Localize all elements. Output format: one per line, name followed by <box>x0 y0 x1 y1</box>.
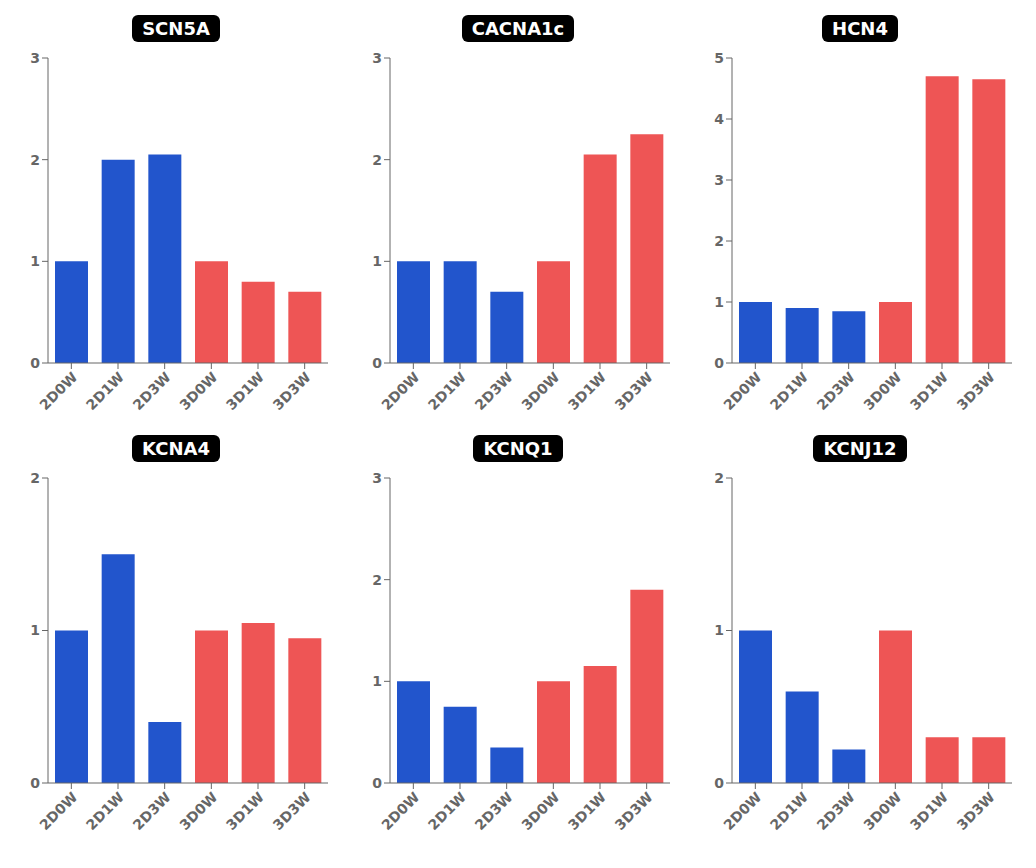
html-text:KCNJ12: KCNJ12 <box>823 437 897 459</box>
svg-text:2D3W: 2D3W <box>814 369 858 413</box>
svg-text:3D0W: 3D0W <box>176 789 220 833</box>
html-text:KCNQ1: KCNQ1 <box>483 437 553 459</box>
svg-text:3D1W: 3D1W <box>223 369 267 413</box>
svg-text:2D3W: 2D3W <box>130 369 174 413</box>
svg-text:5: 5 <box>714 50 724 66</box>
svg-text:2: 2 <box>714 233 724 249</box>
html-text:KCNA4: KCNA4 <box>142 437 210 459</box>
svg-text:0: 0 <box>30 775 40 791</box>
svg-text:2D1W: 2D1W <box>425 369 469 413</box>
svg-text:2: 2 <box>372 572 382 588</box>
svg-text:2D0W: 2D0W <box>36 369 80 413</box>
svg-text:0: 0 <box>714 775 724 791</box>
html-text:SCN5A: SCN5A <box>142 17 210 39</box>
svg-text:2D1W: 2D1W <box>767 789 811 833</box>
svg-text:3D3W: 3D3W <box>954 789 998 833</box>
svg-text:3D1W: 3D1W <box>907 789 951 833</box>
svg-text:3: 3 <box>714 172 724 188</box>
html-text:HCN4: HCN4 <box>832 17 888 39</box>
svg-text:2D0W: 2D0W <box>720 369 764 413</box>
svg-text:2D0W: 2D0W <box>36 789 80 833</box>
svg-text:2: 2 <box>714 470 724 486</box>
svg-text:3D0W: 3D0W <box>518 789 562 833</box>
svg-text:2D1W: 2D1W <box>83 789 127 833</box>
svg-text:0: 0 <box>372 355 382 371</box>
svg-text:3D1W: 3D1W <box>223 789 267 833</box>
svg-text:3D0W: 3D0W <box>860 369 904 413</box>
svg-text:1: 1 <box>714 294 724 310</box>
svg-text:0: 0 <box>372 775 382 791</box>
svg-text:2: 2 <box>372 152 382 168</box>
svg-text:2D3W: 2D3W <box>472 789 516 833</box>
svg-text:3: 3 <box>372 470 382 486</box>
svg-text:1: 1 <box>714 622 724 638</box>
svg-text:2D1W: 2D1W <box>767 369 811 413</box>
svg-text:3D0W: 3D0W <box>518 369 562 413</box>
svg-text:2D0W: 2D0W <box>720 789 764 833</box>
svg-text:3D0W: 3D0W <box>860 789 904 833</box>
svg-text:2D3W: 2D3W <box>130 789 174 833</box>
svg-text:2D3W: 2D3W <box>814 789 858 833</box>
svg-text:2: 2 <box>30 152 40 168</box>
svg-text:3D3W: 3D3W <box>612 789 656 833</box>
svg-text:1: 1 <box>30 622 40 638</box>
svg-text:2D1W: 2D1W <box>425 789 469 833</box>
html-text:CACNA1c: CACNA1c <box>471 17 565 39</box>
svg-text:3D3W: 3D3W <box>270 369 314 413</box>
svg-text:0: 0 <box>30 355 40 371</box>
svg-text:3: 3 <box>372 50 382 66</box>
svg-text:1: 1 <box>30 253 40 269</box>
svg-text:3: 3 <box>30 50 40 66</box>
svg-text:3D0W: 3D0W <box>176 369 220 413</box>
svg-text:3D1W: 3D1W <box>565 369 609 413</box>
svg-text:3D3W: 3D3W <box>270 789 314 833</box>
svg-text:2D0W: 2D0W <box>378 369 422 413</box>
svg-text:0: 0 <box>714 355 724 371</box>
svg-text:3D1W: 3D1W <box>907 369 951 413</box>
svg-text:2D1W: 2D1W <box>83 369 127 413</box>
svg-text:1: 1 <box>372 673 382 689</box>
svg-text:2D3W: 2D3W <box>472 369 516 413</box>
svg-text:3D3W: 3D3W <box>954 369 998 413</box>
svg-text:2D0W: 2D0W <box>378 789 422 833</box>
svg-text:3D1W: 3D1W <box>565 789 609 833</box>
svg-text:1: 1 <box>372 253 382 269</box>
svg-text:3D3W: 3D3W <box>612 369 656 413</box>
svg-text:2: 2 <box>30 470 40 486</box>
svg-text:4: 4 <box>714 111 724 127</box>
